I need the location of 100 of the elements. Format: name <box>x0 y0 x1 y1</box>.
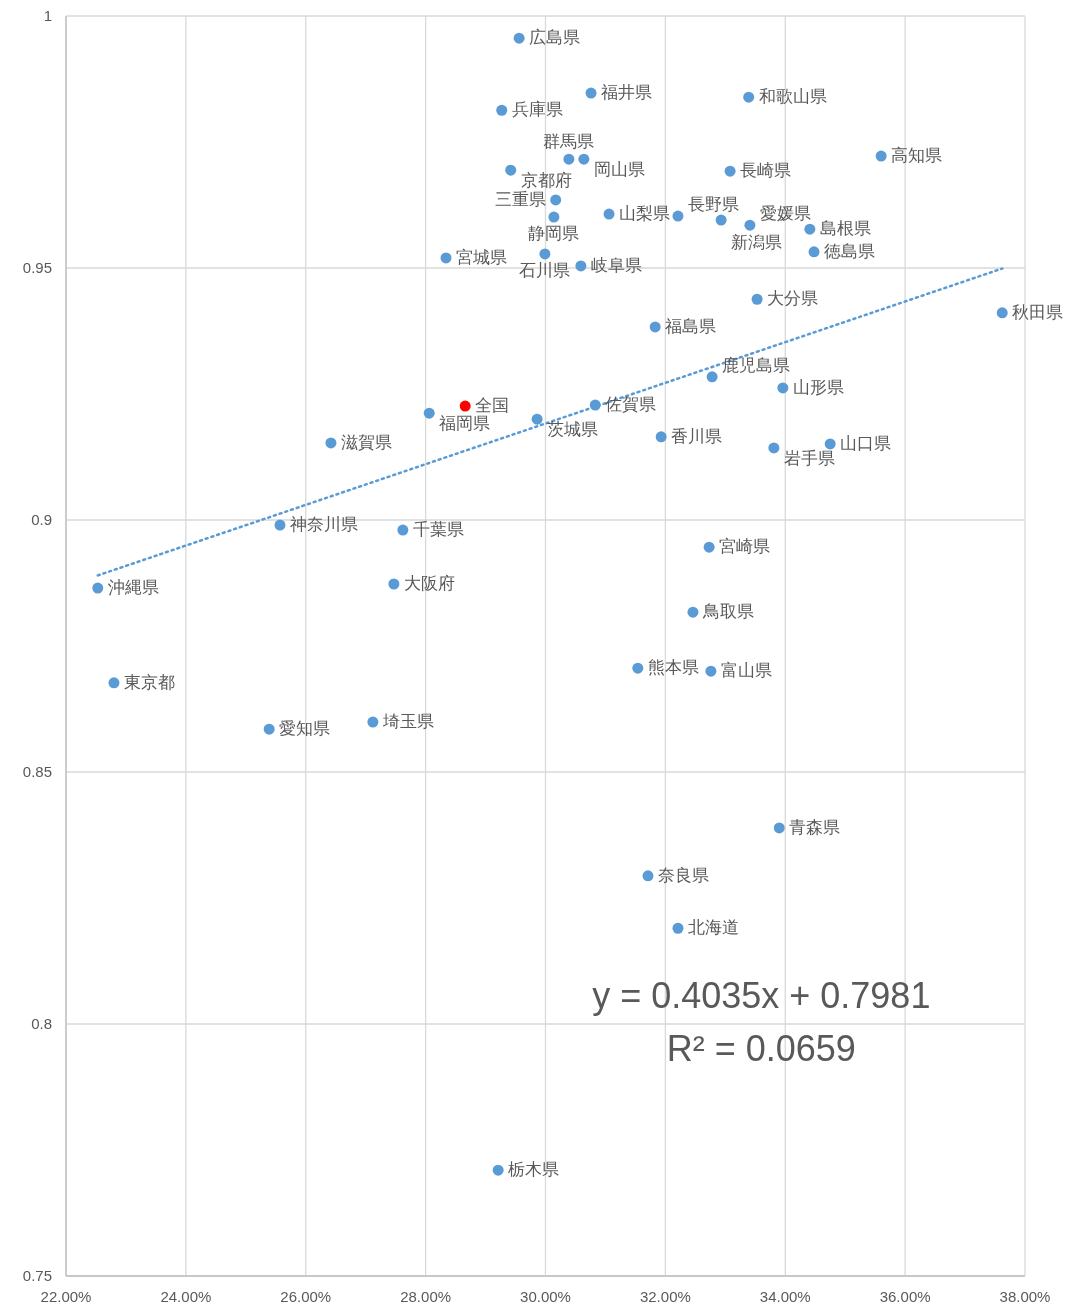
series-label: 山口県 <box>840 433 892 453</box>
series-label: 鹿児島県 <box>722 355 791 375</box>
y-tick-label: 1 <box>43 7 52 24</box>
point <box>388 578 400 590</box>
series-label: 広島県 <box>529 28 581 48</box>
point <box>743 91 755 103</box>
series-label: 北海道 <box>687 918 739 938</box>
point <box>531 413 543 425</box>
series-label: 宮城県 <box>456 247 507 267</box>
x-tick-label: 22.00% <box>40 1288 92 1305</box>
annotation: R² = 0.0659 <box>666 1028 856 1070</box>
y-tick-label: 0.75 <box>22 1267 52 1284</box>
point <box>539 248 551 260</box>
series-label: 茨城県 <box>547 420 599 440</box>
series-label: 青森県 <box>789 817 841 837</box>
x-tick-label: 34.00% <box>759 1288 811 1305</box>
x-tick-label: 28.00% <box>400 1288 452 1305</box>
series-label: 和歌山県 <box>758 87 827 107</box>
point <box>440 252 452 264</box>
point <box>705 665 717 677</box>
point <box>824 438 836 450</box>
point <box>706 371 718 383</box>
series-label: 福島県 <box>665 316 717 336</box>
point <box>996 307 1008 319</box>
series-label: 山形県 <box>792 377 844 397</box>
point <box>459 400 471 412</box>
series-label: 宮崎県 <box>719 537 771 557</box>
point <box>804 223 816 235</box>
series-label: 神奈川県 <box>289 515 358 535</box>
point <box>687 606 699 618</box>
series-label: 埼玉県 <box>381 712 434 732</box>
y-tick-label: 0.9 <box>31 511 52 528</box>
point <box>642 870 654 882</box>
point <box>92 582 104 594</box>
point <box>773 822 785 834</box>
series-label: 愛媛県 <box>759 204 811 224</box>
point <box>751 293 763 305</box>
series-label: 福岡県 <box>439 414 491 434</box>
point <box>550 194 562 206</box>
x-tick-label: 30.00% <box>520 1288 571 1305</box>
series-label: 滋賀県 <box>340 432 392 452</box>
series-label: 長崎県 <box>740 161 792 181</box>
series-label: 福井県 <box>601 83 653 103</box>
series-label: 山梨県 <box>619 204 671 224</box>
point <box>649 321 661 333</box>
series-label: 沖縄県 <box>107 578 159 598</box>
point <box>672 922 684 934</box>
series-label: 島根県 <box>819 219 871 239</box>
x-tick-label: 24.00% <box>160 1288 212 1305</box>
series-label: 香川県 <box>671 426 723 446</box>
series-label: 京都府 <box>520 171 572 191</box>
point <box>505 164 517 176</box>
series-label: 熊本県 <box>647 658 699 678</box>
series-label: 徳島県 <box>824 241 876 261</box>
series-label: 大阪府 <box>403 574 455 594</box>
series-label: 三重県 <box>494 189 546 209</box>
series-label: 全国 <box>475 396 510 416</box>
series-label: 兵庫県 <box>511 100 563 120</box>
point <box>548 211 560 223</box>
series-label: 富山県 <box>720 661 772 681</box>
x-tick-label: 26.00% <box>280 1288 332 1305</box>
series-label: 岡山県 <box>593 160 645 180</box>
x-tick-label: 36.00% <box>879 1288 931 1305</box>
series-label: 新潟県 <box>731 233 783 253</box>
y-tick-label: 0.85 <box>22 763 52 780</box>
series-label: 東京都 <box>123 672 175 692</box>
point <box>367 716 379 728</box>
point <box>423 407 435 419</box>
point <box>325 437 337 449</box>
y-tick-label: 0.95 <box>22 259 52 276</box>
point <box>513 32 525 44</box>
series-label: 千葉県 <box>412 520 464 540</box>
point <box>672 210 684 222</box>
point <box>777 382 789 394</box>
series-label: 長野県 <box>687 195 739 215</box>
point <box>563 153 575 165</box>
point <box>808 246 820 258</box>
point <box>274 519 286 531</box>
point <box>703 541 715 553</box>
x-tick-label: 38.00% <box>999 1288 1051 1305</box>
y-tick-label: 0.8 <box>31 1015 52 1032</box>
point <box>263 723 275 735</box>
series-label: 栃木県 <box>508 1160 560 1180</box>
series-label: 愛知県 <box>279 719 331 739</box>
series-label: 石川県 <box>519 260 571 280</box>
point <box>875 150 887 162</box>
series-label: 秋田県 <box>1012 302 1064 322</box>
point <box>108 677 120 689</box>
point <box>744 219 756 231</box>
series-label: 岐阜県 <box>590 255 642 275</box>
point <box>603 208 615 220</box>
point <box>492 1164 504 1176</box>
series-label: 高知県 <box>891 146 943 166</box>
point <box>585 87 597 99</box>
series-label: 静岡県 <box>528 224 580 244</box>
point <box>768 442 780 454</box>
point <box>496 104 508 116</box>
series-label: 岩手県 <box>783 448 835 468</box>
point <box>578 153 590 165</box>
series-label: 鳥取県 <box>701 602 754 622</box>
